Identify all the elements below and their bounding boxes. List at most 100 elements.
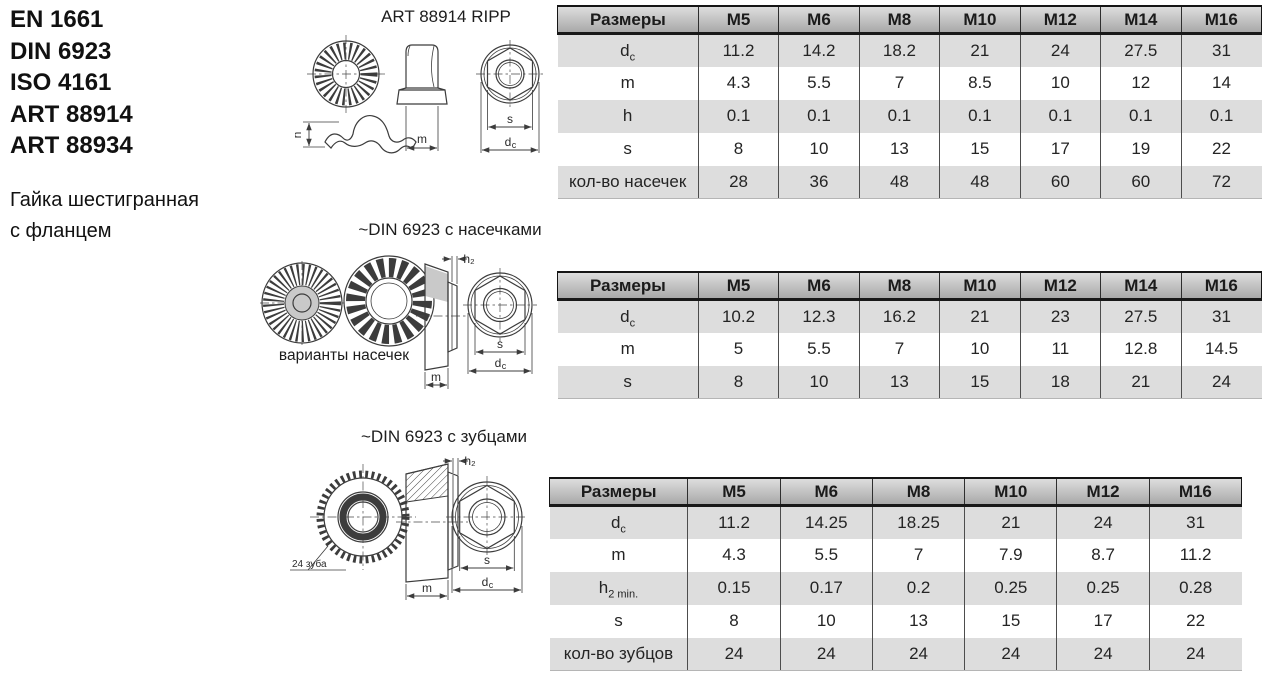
- dim-dc-label-2: d: [495, 356, 502, 370]
- table-row: m 4.3 5.5 7 8.5 10 12 14: [557, 66, 1262, 100]
- value-cell: 8: [687, 604, 781, 638]
- table-header-row: Размеры M5 M6 M8 M10 M12 M14 M16: [557, 271, 1262, 301]
- row-label: m: [611, 545, 626, 564]
- thread-size-header: M6: [778, 271, 860, 301]
- table-row: m 4.3 5.5 7 7.9 8.7 11.2: [549, 538, 1242, 572]
- value-cell: 21: [939, 33, 1021, 67]
- drawing1-title: ART 88914 RIPP: [381, 7, 511, 26]
- left-panel: EN 1661 DIN 6923 ISO 4161 ART 88914 ART …: [10, 4, 260, 247]
- table-row: s 8 10 13 15 17 22: [549, 604, 1242, 638]
- drawing2-canvas: варианты насечек h₂ m s d c: [260, 252, 537, 389]
- row-label-subscript: c: [629, 317, 636, 330]
- toothed-flange-bottom-view: 24 зуба: [290, 464, 416, 571]
- value-cell: 0.1: [1019, 99, 1101, 133]
- value-cell: 8: [697, 365, 779, 399]
- dimensions-table-ripp: Размеры M5 M6 M8 M10 M12 M14 M16 dc 11.2 14.2 18.2 2…: [557, 5, 1262, 199]
- table-row: кол-во зубцов 24 24 24 24 24 24: [549, 637, 1242, 671]
- value-cell: 4.3: [697, 66, 779, 100]
- value-cell: 0.1: [778, 99, 860, 133]
- value-cell: 36: [778, 165, 860, 199]
- thread-size-header: M16: [1180, 5, 1262, 35]
- value-cell: 28: [697, 165, 779, 199]
- product-name-line2: с фланцем: [10, 219, 112, 242]
- dim-dc-sub: c: [512, 140, 517, 150]
- dim-m-label-3: m: [422, 581, 432, 595]
- value-cell: 0.2: [871, 571, 965, 605]
- dim-s-label: s: [507, 112, 513, 126]
- dim-h2-label-3: h₂: [464, 454, 476, 468]
- value-cell: 15: [939, 132, 1021, 166]
- value-cell: 11.2: [687, 505, 781, 539]
- thread-size-header: M5: [697, 5, 779, 35]
- row-label: h2 min.: [598, 578, 639, 601]
- table-header-row: Размеры M5 M6 M8 M10 M12 M16: [548, 477, 1243, 507]
- value-cell: 5.5: [778, 66, 860, 100]
- table-row: s 8 10 13 15 17 19 22: [557, 132, 1262, 166]
- value-cell: 0.17: [779, 571, 873, 605]
- value-cell: 13: [858, 132, 940, 166]
- product-name: Гайка шестигранная с фланцем: [10, 185, 260, 247]
- nut-top-view-3: s d c: [446, 476, 528, 593]
- dim-m-label-2: m: [431, 370, 441, 384]
- size-column-header: Размеры: [557, 271, 699, 301]
- value-cell: 15: [964, 604, 1057, 638]
- value-cell: 13: [871, 604, 965, 638]
- row-label: m: [620, 339, 635, 358]
- value-cell: 18: [1019, 365, 1101, 399]
- thread-size-header: M8: [858, 271, 940, 301]
- row-label: кол-во насечек: [557, 165, 699, 199]
- value-cell: 7: [858, 332, 940, 366]
- value-cell: 48: [939, 165, 1021, 199]
- value-cell: 10: [939, 332, 1021, 366]
- value-cell: 48: [858, 165, 940, 199]
- value-cell: 21: [964, 505, 1057, 539]
- value-cell: 12: [1100, 66, 1182, 100]
- value-cell: 13: [858, 365, 940, 399]
- value-cell: 72: [1180, 165, 1262, 199]
- value-cell: 0.1: [1100, 99, 1182, 133]
- value-cell: 7: [871, 538, 965, 572]
- row-label: dc: [620, 40, 636, 64]
- dim-dc-sub-2: c: [502, 361, 507, 371]
- value-cell: 0.25: [1056, 571, 1150, 605]
- dimensions-table-serrated: Размеры M5 M6 M8 M10 M12 M14 M16 dc 10.2 12.3 16.2 2…: [557, 271, 1262, 399]
- thread-size-header: M12: [1019, 271, 1101, 301]
- value-cell: 12.8: [1100, 332, 1182, 366]
- size-column-header: Размеры: [557, 5, 699, 35]
- row-label: m: [620, 73, 635, 92]
- value-cell: 0.1: [697, 99, 779, 133]
- value-cell: 16.2: [858, 299, 940, 333]
- value-cell: 0.25: [964, 571, 1057, 605]
- thread-size-header: M14: [1100, 5, 1182, 35]
- value-cell: 8: [697, 132, 779, 166]
- value-cell: 31: [1180, 33, 1262, 67]
- value-cell: 10: [778, 365, 860, 399]
- nut-side-view-2: h₂ m: [416, 252, 475, 389]
- value-cell: 18.2: [858, 33, 940, 67]
- table-row: dc 11.2 14.2 18.2 21 24 27.5 31: [557, 33, 1262, 67]
- teeth-count-note: 24 зуба: [292, 558, 327, 570]
- row-label: h: [622, 106, 633, 125]
- dim-h2-label: h₂: [463, 252, 475, 266]
- row-label-subscript: c: [629, 51, 636, 64]
- dim-dc-label-3: d: [482, 575, 489, 589]
- table-row: h2 min. 0.15 0.17 0.2 0.25 0.25 0.28: [549, 571, 1242, 605]
- value-cell: 17: [1019, 132, 1101, 166]
- value-cell: 15: [939, 365, 1021, 399]
- value-cell: 24: [1056, 637, 1150, 671]
- flange-profile-section: h: [295, 115, 417, 154]
- drawing1-canvas: h m s d c: [295, 35, 544, 154]
- drawing3-title: ~DIN 6923 с зубцами: [360, 427, 528, 446]
- thread-size-header: M14: [1100, 271, 1182, 301]
- value-cell: 0.1: [939, 99, 1021, 133]
- row-label: dc: [620, 306, 636, 330]
- dim-s-label-3: s: [484, 553, 490, 567]
- value-cell: 8.5: [939, 66, 1021, 100]
- product-name-line1: Гайка шестигранная: [10, 188, 199, 211]
- dim-dc-sub-3: c: [489, 580, 494, 590]
- dim-h-label: h: [295, 132, 304, 139]
- value-cell: 60: [1019, 165, 1101, 199]
- row-label-subscript: 2 min.: [608, 588, 639, 601]
- row-label-subscript: c: [620, 523, 626, 536]
- thread-size-header: M10: [939, 271, 1021, 301]
